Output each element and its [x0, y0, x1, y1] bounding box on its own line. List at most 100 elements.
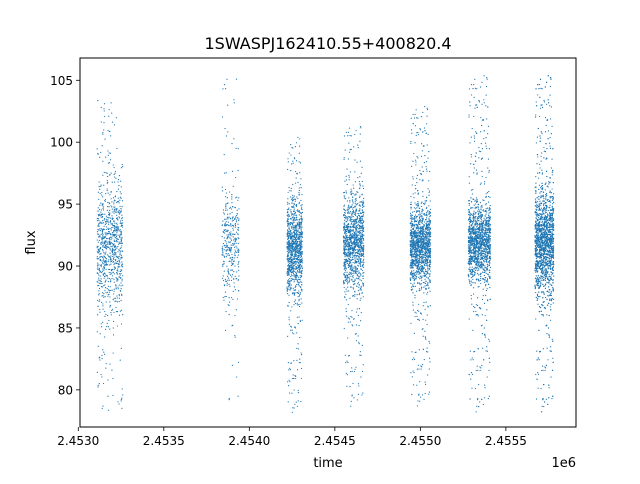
- flux-point: [113, 281, 115, 283]
- flux-point: [120, 398, 122, 401]
- flux-point: [414, 257, 416, 259]
- flux-point: [232, 229, 235, 231]
- flux-point: [235, 376, 238, 378]
- flux-point: [414, 311, 416, 313]
- flux-point: [352, 295, 354, 297]
- flux-point: [421, 260, 423, 262]
- flux-point: [238, 197, 240, 199]
- flux-point: [354, 194, 357, 196]
- flux-point: [106, 238, 108, 240]
- flux-point: [115, 229, 118, 231]
- flux-point: [411, 274, 414, 276]
- flux-point: [225, 230, 227, 233]
- flux-point: [287, 232, 289, 234]
- flux-point: [287, 225, 289, 228]
- flux-point: [287, 216, 289, 218]
- flux-point: [286, 286, 288, 288]
- flux-point: [359, 288, 362, 290]
- flux-point: [225, 295, 227, 298]
- flux-point: [298, 214, 300, 216]
- flux-point: [357, 281, 359, 283]
- flux-point: [294, 286, 296, 288]
- flux-point: [287, 250, 289, 252]
- flux-point: [345, 268, 347, 270]
- flux-point: [289, 238, 292, 240]
- flux-point: [347, 217, 349, 219]
- flux-point: [350, 219, 353, 221]
- flux-point: [296, 173, 298, 175]
- flux-point: [108, 211, 110, 213]
- flux-point: [296, 347, 298, 349]
- flux-point: [343, 244, 345, 246]
- flux-point: [231, 218, 234, 220]
- flux-point: [420, 262, 423, 264]
- flux-point: [225, 209, 227, 211]
- flux-point: [424, 285, 426, 287]
- flux-point: [351, 272, 353, 274]
- flux-point: [346, 238, 349, 241]
- flux-point: [426, 108, 429, 111]
- flux-point: [293, 157, 295, 159]
- flux-point: [235, 309, 237, 311]
- flux-point: [289, 277, 291, 280]
- flux-point: [293, 195, 295, 197]
- flux-point: [286, 168, 289, 171]
- flux-point: [97, 266, 99, 268]
- flux-point: [410, 142, 412, 144]
- flux-point: [428, 251, 430, 253]
- flux-point: [295, 235, 298, 237]
- flux-point: [101, 222, 103, 224]
- flux-point: [413, 215, 416, 218]
- flux-point: [100, 106, 102, 109]
- flux-point: [343, 229, 345, 231]
- flux-point: [419, 220, 421, 222]
- flux-point: [420, 396, 422, 398]
- flux-point: [412, 176, 414, 178]
- flux-point: [115, 277, 117, 279]
- flux-point: [347, 264, 349, 267]
- flux-point: [409, 264, 412, 266]
- flux-point: [355, 228, 357, 230]
- flux-point: [111, 211, 113, 213]
- flux-point: [225, 203, 227, 205]
- flux-point: [358, 270, 360, 272]
- flux-point: [426, 242, 428, 244]
- flux-point: [288, 269, 290, 271]
- flux-point: [361, 180, 363, 183]
- flux-point: [295, 276, 297, 279]
- flux-point: [113, 203, 115, 205]
- flux-point: [231, 143, 233, 145]
- flux-point: [99, 242, 102, 244]
- flux-point: [361, 242, 363, 244]
- flux-point: [350, 273, 352, 276]
- flux-point: [221, 224, 223, 227]
- flux-point: [99, 156, 101, 158]
- flux-point: [362, 229, 364, 231]
- flux-point: [238, 219, 240, 222]
- flux-point: [289, 223, 292, 225]
- flux-point: [300, 275, 303, 277]
- flux-point: [97, 264, 99, 266]
- flux-point: [425, 301, 427, 303]
- flux-point: [288, 244, 291, 246]
- flux-point: [354, 238, 356, 241]
- flux-point: [115, 297, 117, 299]
- flux-point: [298, 238, 300, 241]
- flux-point: [345, 179, 348, 181]
- flux-point: [346, 258, 348, 260]
- flux-point: [97, 214, 100, 216]
- flux-point: [103, 285, 105, 287]
- flux-point: [286, 258, 288, 260]
- flux-point: [117, 178, 120, 181]
- flux-point: [107, 261, 110, 263]
- flux-point: [429, 249, 431, 252]
- flux-point: [105, 301, 107, 303]
- flux-point: [418, 238, 420, 240]
- flux-point: [297, 229, 299, 232]
- flux-point: [292, 262, 295, 265]
- flux-point: [297, 136, 299, 138]
- flux-point: [108, 108, 110, 111]
- flux-point: [110, 172, 112, 174]
- flux-point: [426, 314, 428, 316]
- flux-point: [292, 160, 294, 162]
